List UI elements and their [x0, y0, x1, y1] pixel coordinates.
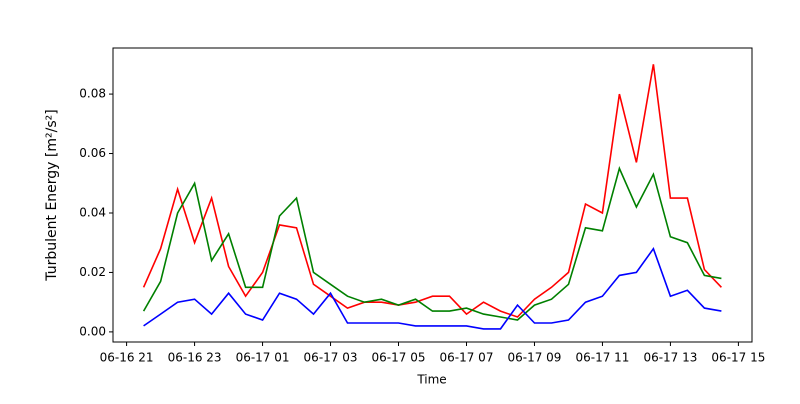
line-series [143, 246, 722, 330]
x-tick-label: 06-17 13 [643, 351, 697, 365]
y-tick-label: 0.00 [79, 324, 106, 338]
x-tick-label: 06-17 09 [507, 351, 561, 365]
y-tick-label: 0.04 [79, 205, 106, 219]
x-tick-label: 06-16 21 [100, 351, 154, 365]
y-axis-label: Turbulent Energy [m²/s²] [44, 109, 60, 281]
x-tick-label: 06-17 07 [440, 351, 494, 365]
x-tick-label: 06-17 15 [711, 351, 765, 365]
y-tick-label: 0.08 [79, 87, 106, 101]
x-tick-label: 06-17 05 [372, 351, 426, 365]
x-tick-label: 06-17 11 [575, 351, 629, 365]
line-series [142, 166, 722, 321]
y-tick-label: 0.02 [79, 265, 106, 279]
x-tick-label: 06-17 03 [304, 351, 358, 365]
plot-frame [112, 47, 753, 343]
x-tick-label: 06-17 01 [236, 351, 290, 365]
x-axis-label: Time [416, 373, 446, 387]
y-tick-label: 0.06 [79, 146, 106, 160]
line-series [142, 64, 722, 318]
x-tick-label: 06-16 23 [168, 351, 222, 365]
